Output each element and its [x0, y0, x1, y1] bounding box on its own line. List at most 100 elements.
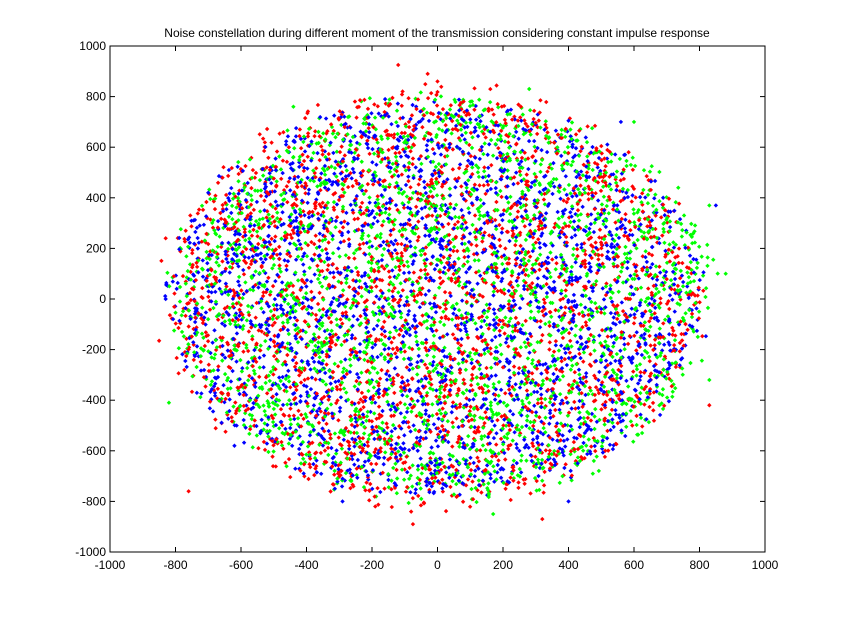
scatter-point [553, 338, 559, 344]
scatter-point [380, 324, 386, 330]
scatter-point [406, 119, 412, 125]
scatter-point [257, 281, 262, 286]
scatter-point [428, 189, 433, 194]
scatter-point [272, 307, 277, 312]
scatter-point [430, 173, 435, 178]
scatter-point [614, 316, 620, 322]
scatter-point [583, 264, 588, 270]
scatter-point [424, 365, 430, 371]
scatter-point [557, 235, 562, 240]
scatter-point [474, 499, 479, 505]
scatter-point [473, 103, 478, 109]
scatter-point [403, 182, 409, 188]
scatter-point [601, 306, 606, 312]
scatter-point [319, 144, 324, 149]
scatter-point [449, 118, 455, 124]
scatter-point [399, 172, 405, 177]
scatter-point [610, 417, 615, 422]
scatter-point [673, 255, 678, 260]
scatter-point [528, 491, 533, 496]
scatter-point [515, 255, 520, 261]
scatter-point [443, 306, 449, 312]
scatter-point [558, 291, 564, 296]
scatter-point [280, 362, 285, 367]
scatter-point [197, 223, 202, 228]
scatter-point [503, 340, 509, 345]
scatter-point [549, 314, 554, 319]
scatter-point [423, 429, 428, 435]
scatter-point [571, 246, 576, 252]
scatter-point [497, 333, 502, 338]
scatter-point [652, 196, 657, 201]
scatter-point [448, 103, 454, 108]
scatter-point [433, 438, 439, 443]
scatter-point [360, 399, 366, 405]
scatter-point [222, 400, 227, 405]
scatter-point [561, 259, 566, 265]
scatter-point [505, 151, 510, 157]
scatter-point [450, 332, 456, 337]
scatter-point [261, 353, 267, 358]
scatter-point [573, 304, 579, 310]
scatter-point [266, 346, 271, 351]
scatter-point [228, 365, 233, 371]
scatter-point [620, 186, 626, 192]
scatter-point [424, 353, 430, 358]
scatter-point [540, 226, 545, 231]
scatter-point [546, 140, 551, 145]
scatter-point [523, 476, 528, 482]
scatter-point [200, 305, 205, 310]
scatter-point [206, 349, 211, 354]
scatter-point [367, 370, 372, 376]
scatter-point [465, 246, 470, 251]
scatter-point [678, 365, 683, 370]
scatter-point [468, 317, 474, 322]
scatter-point [628, 227, 633, 233]
scatter-point [449, 131, 454, 136]
scatter-point [599, 407, 604, 412]
scatter-point [531, 389, 537, 395]
scatter-point [418, 486, 423, 491]
scatter-point [320, 200, 325, 205]
data-points [156, 62, 728, 527]
scatter-point [318, 188, 323, 193]
scatter-point [577, 398, 582, 404]
scatter-point [351, 430, 357, 435]
scatter-point [355, 216, 361, 221]
scatter-point [618, 369, 624, 375]
scatter-point [485, 182, 491, 188]
scatter-point [424, 483, 429, 488]
scatter-point [303, 240, 308, 246]
scatter-point [428, 345, 434, 350]
scatter-point [638, 285, 644, 290]
scatter-point [669, 378, 674, 383]
scatter-point [209, 379, 215, 384]
scatter-point [458, 343, 464, 348]
scatter-point [368, 223, 373, 228]
scatter-point [347, 369, 353, 375]
scatter-point [411, 270, 417, 275]
scatter-point [337, 405, 343, 411]
scatter-point [403, 318, 408, 323]
scatter-point [313, 200, 319, 205]
scatter-point [519, 214, 524, 219]
scatter-point [430, 254, 435, 260]
scatter-point [262, 253, 267, 259]
scatter-point [446, 465, 452, 470]
scatter-point [645, 201, 651, 206]
scatter-point [550, 257, 555, 262]
scatter-point [517, 448, 522, 453]
scatter-point [311, 179, 317, 184]
scatter-point [634, 263, 639, 268]
scatter-point [675, 290, 681, 296]
scatter-point [615, 203, 620, 208]
scatter-point [366, 135, 371, 140]
scatter-point [156, 338, 162, 343]
scatter-point [588, 221, 594, 227]
scatter-point [657, 403, 662, 408]
scatter-point [467, 103, 473, 109]
scatter-point [528, 342, 533, 347]
scatter-point [348, 202, 353, 208]
scatter-point [551, 324, 556, 329]
scatter-point [399, 250, 404, 256]
